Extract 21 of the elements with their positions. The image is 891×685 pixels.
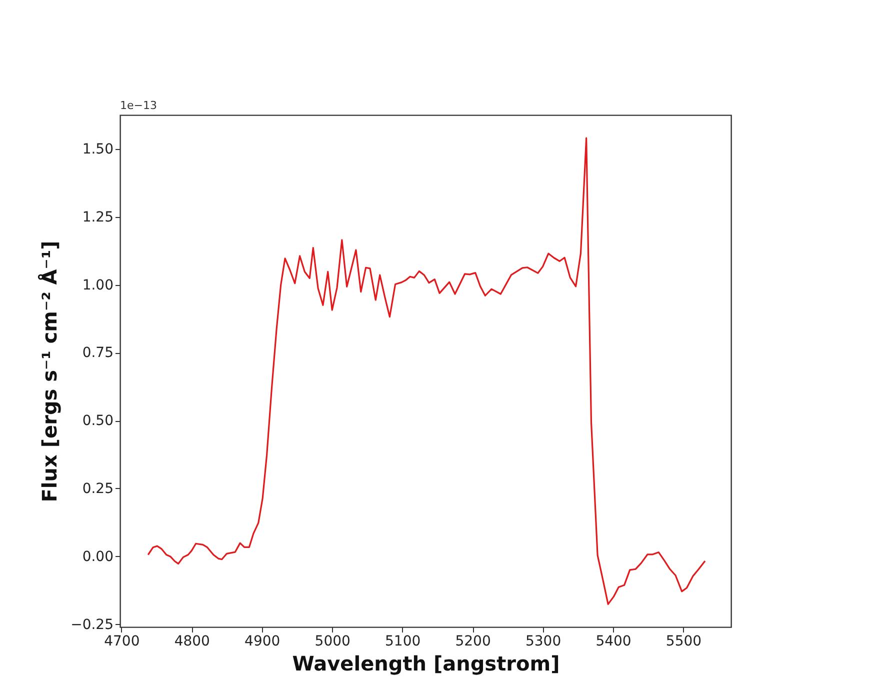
y-tick-label: 0.25 — [82, 480, 114, 497]
y-tick-label: 1.25 — [82, 209, 114, 226]
x-axis-title: Wavelength [angstrom] — [292, 652, 560, 676]
y-axis-title: Flux [ergs s⁻¹ cm⁻² Å⁻¹] — [38, 240, 62, 502]
y-tick-label: 0.50 — [82, 413, 114, 430]
y-tick-label: 1.50 — [82, 141, 114, 158]
x-tick-label: 5000 — [314, 634, 350, 650]
x-tick-label: 5200 — [455, 634, 491, 650]
line-series — [147, 137, 706, 605]
x-tick-label: 4800 — [174, 634, 210, 650]
x-tick-label: 5300 — [525, 634, 562, 650]
y-tick-label: 0.00 — [82, 548, 114, 565]
text: 1e−13 — [120, 99, 157, 112]
x-tick-label: 5100 — [385, 634, 421, 650]
y-tick-label: 1.00 — [82, 277, 114, 294]
x-tick-label: 4700 — [104, 634, 140, 650]
y-tick-label: 0.75 — [82, 345, 114, 362]
x-tick-label: 5400 — [596, 634, 632, 650]
x-tick-label: 5500 — [666, 634, 702, 650]
y-tick-label: −0.25 — [70, 616, 114, 633]
x-tick-label: 4900 — [244, 634, 280, 650]
